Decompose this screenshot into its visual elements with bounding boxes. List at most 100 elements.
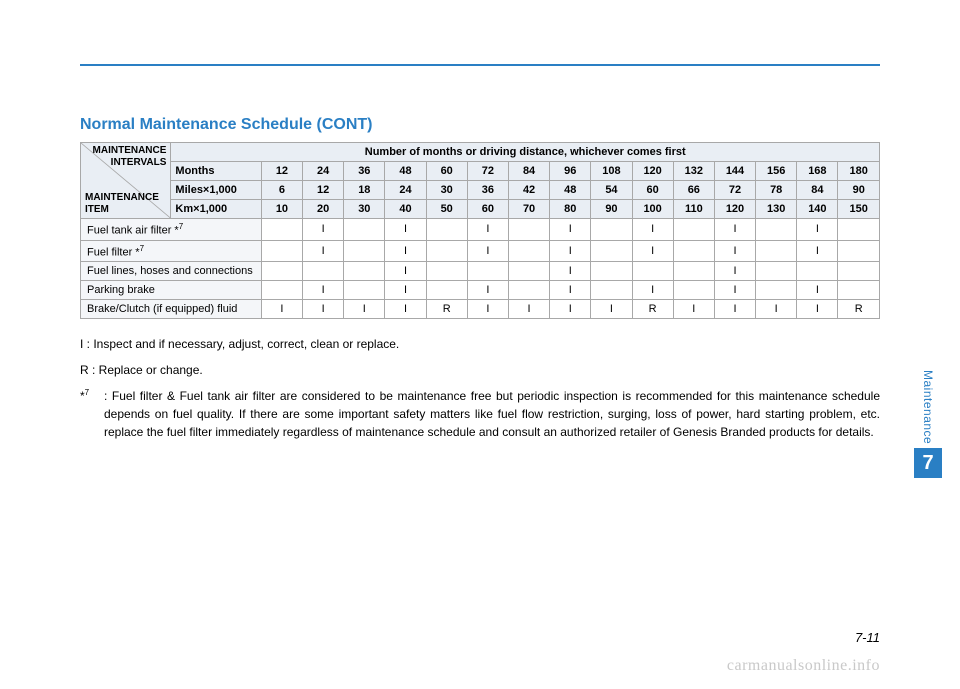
header-cell: 30 (426, 181, 467, 200)
data-cell: I (550, 281, 591, 300)
intervals-label-2: INTERVALS (111, 157, 167, 168)
header-cell: 120 (714, 200, 755, 219)
header-cell: 60 (426, 162, 467, 181)
header-cell: 54 (591, 181, 632, 200)
data-cell: I (303, 300, 344, 319)
data-cell: I (632, 281, 673, 300)
page-title: Normal Maintenance Schedule (CONT) (80, 116, 880, 134)
header-cell: 150 (838, 200, 880, 219)
header-cell: 120 (632, 162, 673, 181)
data-cell: I (508, 300, 549, 319)
data-cell: I (385, 281, 426, 300)
header-cell: 144 (714, 162, 755, 181)
header-cell: 72 (467, 162, 508, 181)
header-cell: 90 (591, 200, 632, 219)
data-cell (261, 262, 302, 281)
data-cell (344, 262, 385, 281)
data-cell (426, 281, 467, 300)
data-cell (426, 262, 467, 281)
header-cell: 84 (508, 162, 549, 181)
item-label-cell: Parking brake (81, 281, 262, 300)
header-row-label: Miles×1,000 (171, 181, 261, 200)
header-cell: 48 (385, 162, 426, 181)
header-cell: 12 (261, 162, 302, 181)
item-label-cell: Fuel tank air filter *7 (81, 219, 262, 241)
watermark: carmanualsonline.info (727, 657, 880, 675)
data-cell (508, 240, 549, 262)
legend-i: I : Inspect and if necessary, adjust, co… (80, 335, 880, 353)
data-cell: R (632, 300, 673, 319)
data-cell (632, 262, 673, 281)
table-row: Fuel tank air filter *7IIIIIII (81, 219, 880, 241)
header-cell: 40 (385, 200, 426, 219)
data-cell: I (303, 281, 344, 300)
data-cell: I (467, 219, 508, 241)
item-label-2: ITEM (85, 204, 109, 215)
legend-r: R : Replace or change. (80, 361, 880, 379)
data-cell (591, 262, 632, 281)
header-cell: 96 (550, 162, 591, 181)
side-tab: Maintenance 7 (914, 370, 942, 478)
data-cell (673, 219, 714, 241)
header-cell: 20 (303, 200, 344, 219)
header-cell: 24 (303, 162, 344, 181)
table-head: MAINTENANCE INTERVALS MAINTENANCE ITEM N… (81, 143, 880, 219)
intervals-label-1: MAINTENANCE (93, 145, 167, 156)
header-cell: 60 (467, 200, 508, 219)
table-row: Parking brakeIIIIIII (81, 281, 880, 300)
data-cell (756, 262, 797, 281)
data-cell: I (591, 300, 632, 319)
data-cell (591, 240, 632, 262)
header-cell: 132 (673, 162, 714, 181)
data-cell (756, 240, 797, 262)
header-cell: 168 (797, 162, 838, 181)
header-cell: 110 (673, 200, 714, 219)
table-row: Fuel lines, hoses and connectionsIII (81, 262, 880, 281)
data-cell (467, 262, 508, 281)
item-label: MAINTENANCE ITEM (85, 192, 159, 216)
table-row: Brake/Clutch (if equipped) fluidIIIIRIII… (81, 300, 880, 319)
item-label-1: MAINTENANCE (85, 192, 159, 203)
data-cell (838, 281, 880, 300)
data-cell: I (303, 240, 344, 262)
header-cell: 108 (591, 162, 632, 181)
data-cell: I (467, 281, 508, 300)
data-cell (838, 219, 880, 241)
data-cell (797, 262, 838, 281)
data-cell (508, 262, 549, 281)
data-cell (508, 281, 549, 300)
data-cell (508, 219, 549, 241)
header-cell: 90 (838, 181, 880, 200)
header-cell: 10 (261, 200, 302, 219)
header-cell: 48 (550, 181, 591, 200)
table-row: Fuel filter *7IIIIIII (81, 240, 880, 262)
corner-header: MAINTENANCE INTERVALS MAINTENANCE ITEM (81, 143, 171, 219)
side-label: Maintenance (921, 370, 935, 444)
data-cell: I (261, 300, 302, 319)
data-cell: I (385, 262, 426, 281)
data-cell (673, 262, 714, 281)
maintenance-table: MAINTENANCE INTERVALS MAINTENANCE ITEM N… (80, 142, 880, 319)
item-label-cell: Fuel lines, hoses and connections (81, 262, 262, 281)
header-cell: 24 (385, 181, 426, 200)
data-cell (756, 281, 797, 300)
data-cell: I (550, 300, 591, 319)
data-cell: I (673, 300, 714, 319)
header-cell: 70 (508, 200, 549, 219)
data-cell (426, 219, 467, 241)
header-cell: 36 (344, 162, 385, 181)
data-cell: I (550, 262, 591, 281)
item-label-cell: Fuel filter *7 (81, 240, 262, 262)
header-cell: 84 (797, 181, 838, 200)
data-cell (591, 219, 632, 241)
header-cell: 42 (508, 181, 549, 200)
data-cell (344, 219, 385, 241)
item-label-cell: Brake/Clutch (if equipped) fluid (81, 300, 262, 319)
header-cell: 130 (756, 200, 797, 219)
header-row-months: Months1224364860728496108120132144156168… (81, 162, 880, 181)
header-cell: 6 (261, 181, 302, 200)
header-row-km: Km×1,00010203040506070809010011012013014… (81, 200, 880, 219)
data-cell: I (797, 240, 838, 262)
data-cell: R (426, 300, 467, 319)
data-cell: I (467, 300, 508, 319)
